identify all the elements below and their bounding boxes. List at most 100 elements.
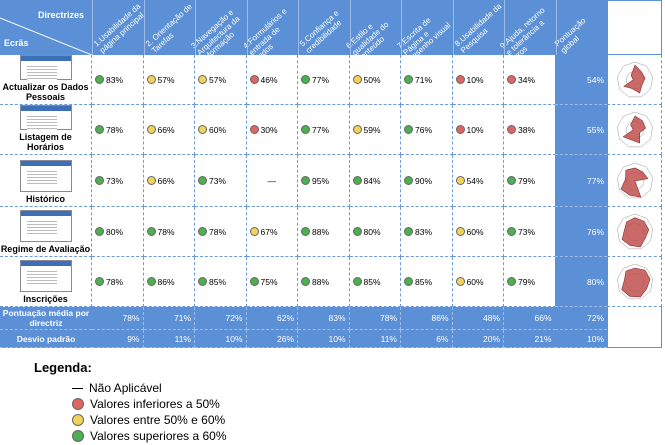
score-text: 60% xyxy=(209,124,227,135)
score-dot xyxy=(507,125,516,134)
score-dot xyxy=(301,227,310,236)
score-cell: 66% xyxy=(143,105,195,155)
score-text: 85% xyxy=(415,276,433,287)
score-dot xyxy=(352,75,362,84)
score-text: 77% xyxy=(312,74,330,85)
score-text: 88% xyxy=(312,276,330,287)
score-text: 80% xyxy=(106,226,124,237)
legend-text: Não Aplicável xyxy=(89,381,162,395)
score-text: 54% xyxy=(466,175,484,186)
score-text: 78% xyxy=(106,276,124,287)
score-dot xyxy=(198,227,207,236)
radar-cell xyxy=(607,55,662,105)
score-text: 10% xyxy=(466,74,484,85)
score-text: 73% xyxy=(209,175,227,186)
score-dot xyxy=(404,227,413,236)
summary-value: 21% xyxy=(504,330,556,348)
score-cell: 75% xyxy=(246,257,298,307)
score-dot xyxy=(507,176,516,185)
score-dot xyxy=(146,277,156,286)
score-cell: 10% xyxy=(452,55,504,105)
summary-value: 83% xyxy=(298,307,350,330)
score-dot xyxy=(95,75,104,84)
score-dot xyxy=(249,75,259,84)
score-dot xyxy=(404,75,413,84)
score-dot xyxy=(507,75,516,84)
global-score: 80% xyxy=(555,257,607,307)
score-cell: 59% xyxy=(349,105,401,155)
score-cell: 66% xyxy=(143,155,195,207)
score-cell: 79% xyxy=(504,155,556,207)
score-text: 60% xyxy=(466,226,484,237)
score-dot xyxy=(95,277,104,286)
thumbnail xyxy=(19,55,72,80)
score-cell: 80% xyxy=(349,207,401,257)
score-text: 84% xyxy=(363,175,381,186)
score-dot xyxy=(249,277,259,286)
thumbnail-content xyxy=(26,221,57,235)
score-cell: 73% xyxy=(195,155,247,207)
score-dot xyxy=(146,227,156,236)
score-dot xyxy=(198,277,207,286)
legend-item: Não Aplicável xyxy=(72,381,162,395)
score-cell: 78% xyxy=(143,207,195,257)
score-cell: 30% xyxy=(246,105,298,155)
score-dot xyxy=(455,227,465,236)
summary-value: 20% xyxy=(452,330,504,348)
score-cell: 78% xyxy=(92,257,144,307)
score-cell: 46% xyxy=(246,55,298,105)
legend-item: Valores inferiores a 50% xyxy=(72,397,220,411)
score-dot xyxy=(455,176,465,185)
score-cell: 80% xyxy=(92,207,144,257)
header-separator xyxy=(143,0,145,55)
score-cell: 73% xyxy=(92,155,144,207)
thumbnail-content xyxy=(26,66,57,80)
score-cell: 83% xyxy=(92,55,144,105)
score-text: 83% xyxy=(106,74,124,85)
score-text: 46% xyxy=(260,74,278,85)
screen-cell: Inscrições xyxy=(0,257,92,307)
corner-bottom: Ecrãs xyxy=(4,38,29,48)
header-separator xyxy=(401,0,402,55)
score-cell: — xyxy=(246,155,298,207)
score-cell: 85% xyxy=(401,257,453,307)
screen-cell: Actualizar os Dados Pessoais xyxy=(0,55,92,105)
summary-value: 11% xyxy=(143,330,195,348)
score-cell: 60% xyxy=(195,105,247,155)
header-separator xyxy=(555,0,557,55)
score-dot xyxy=(352,277,362,286)
legend-dot xyxy=(72,398,84,410)
score-dot xyxy=(95,176,104,185)
score-dot xyxy=(146,125,156,134)
legend-dot xyxy=(72,430,84,442)
score-text: 85% xyxy=(363,276,381,287)
score-dot xyxy=(507,227,516,236)
legend-text: Valores superiores a 60% xyxy=(90,429,227,443)
score-dot xyxy=(95,227,104,236)
summary-value: 9% xyxy=(92,330,144,348)
radar-cell xyxy=(607,257,662,307)
summary-label: Desvio padrão xyxy=(0,330,92,348)
thumbnail xyxy=(19,105,72,130)
score-cell: 86% xyxy=(143,257,195,307)
score-text: 10% xyxy=(466,124,484,135)
score-dot xyxy=(198,176,207,185)
score-dot xyxy=(455,277,465,286)
global-score: 55% xyxy=(555,105,607,155)
evaluation-table: Directrizes Ecrãs 1.Usabilidade da página … xyxy=(0,0,662,348)
score-dot xyxy=(146,75,156,84)
score-cell: 84% xyxy=(349,155,401,207)
radar-chart xyxy=(616,263,653,299)
summary-value: 10% xyxy=(195,330,247,348)
score-dot xyxy=(404,176,413,185)
summary-value: 11% xyxy=(349,330,401,348)
score-cell: 50% xyxy=(349,55,401,105)
summary-value: 78% xyxy=(92,307,144,330)
summary-value: 72% xyxy=(195,307,247,330)
score-dot xyxy=(249,125,259,134)
score-cell: 60% xyxy=(452,207,504,257)
score-cell: 60% xyxy=(452,257,504,307)
summary-global: 10% xyxy=(555,330,607,348)
score-text: 73% xyxy=(106,175,124,186)
summary-value: 62% xyxy=(246,307,298,330)
